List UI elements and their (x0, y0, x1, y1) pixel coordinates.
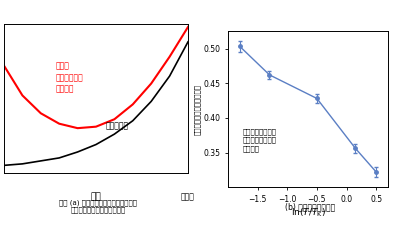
Text: (b) 本研究の計算結果: (b) 本研究の計算結果 (285, 203, 335, 212)
Text: 希薄な
磁性不純物を
含む金属: 希薄な 磁性不純物を 含む金属 (56, 61, 83, 94)
Y-axis label: 電気抵抗に比例する物理量: 電気抵抗に比例する物理量 (194, 84, 200, 135)
X-axis label: 温度: 温度 (91, 192, 101, 201)
X-axis label: $\ln(T/T_{\rm K})$: $\ln(T/T_{\rm K})$ (290, 207, 326, 219)
Text: （高）: （高） (181, 192, 195, 201)
Text: 温度の減少に伴う
電気抵抗の上昇を
再現！！: 温度の減少に伴う 電気抵抗の上昇を 再現！！ (243, 128, 277, 152)
Text: 図１ (a) 近藤効果における電気抵抗の
　　　　温度依存性の概略図: 図１ (a) 近藤効果における電気抵抗の 温度依存性の概略図 (59, 199, 137, 213)
Text: 通常の金属: 通常の金属 (105, 121, 128, 130)
